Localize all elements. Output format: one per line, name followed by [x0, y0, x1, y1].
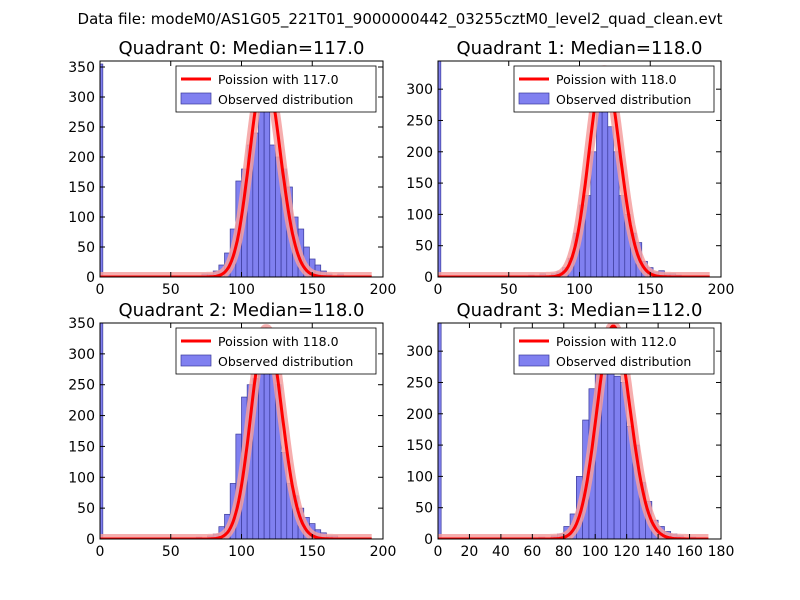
y-tick-label: 200	[406, 407, 433, 423]
histogram-bar	[596, 107, 603, 277]
legend-label-observed: Observed distribution	[218, 92, 353, 107]
y-tick-label: 250	[68, 378, 95, 394]
histogram-bar	[100, 323, 104, 539]
x-tick-label: 0	[96, 544, 105, 560]
y-tick-label: 200	[406, 145, 433, 161]
legend: Poission with 118.0 Observed distribution	[175, 327, 377, 375]
y-tick-label: 150	[406, 176, 433, 192]
y-tick-label: 300	[406, 82, 433, 98]
x-tick-label: 40	[492, 544, 510, 560]
y-tick-label: 0	[424, 270, 433, 286]
x-tick-label: 100	[228, 282, 255, 298]
histogram-bar	[100, 63, 104, 277]
x-tick-label: 120	[613, 544, 640, 560]
x-tick-label: 0	[434, 544, 443, 560]
y-tick-label: 100	[68, 470, 95, 486]
y-tick-label: 250	[406, 375, 433, 391]
y-tick-label: 100	[406, 207, 433, 223]
y-tick-label: 350	[68, 60, 95, 76]
quadrant-panel-0: Quadrant 0: Median=117.0 0 50 100 150 200 0 50 1…	[68, 38, 396, 298]
legend-label-poisson: Poission with 118.0	[218, 334, 339, 349]
x-tick-label: 100	[228, 544, 255, 560]
legend-label-observed: Observed distribution	[556, 92, 691, 107]
histogram-bar	[438, 61, 442, 277]
x-tick-label: 60	[523, 544, 541, 560]
y-tick-label: 200	[68, 150, 95, 166]
y-tick-label: 300	[68, 347, 95, 363]
legend-label-observed: Observed distribution	[218, 354, 353, 369]
plot-area	[438, 323, 712, 539]
x-tick-label: 80	[555, 544, 573, 560]
x-tick-label: 150	[637, 282, 664, 298]
axes-frame	[437, 322, 722, 540]
y-tick-label: 150	[68, 439, 95, 455]
plot-area	[100, 63, 376, 277]
y-tick-label: 250	[68, 120, 95, 136]
histogram-bar	[269, 372, 276, 539]
histogram-bar	[438, 323, 442, 539]
legend-label-poisson: Poission with 118.0	[556, 72, 677, 87]
y-tick-label: 150	[406, 438, 433, 454]
y-tick-label: 50	[77, 501, 95, 517]
quadrant-panel-2: Quadrant 2: Median=118.0 0 50 100 150 200 0 50 1…	[68, 300, 396, 560]
legend-label-poisson: Poission with 112.0	[556, 334, 677, 349]
x-tick-label: 150	[299, 544, 326, 560]
x-tick-label: 200	[708, 282, 735, 298]
legend-label-observed: Observed distribution	[556, 354, 691, 369]
x-tick-label: 150	[299, 282, 326, 298]
x-tick-label: 20	[461, 544, 479, 560]
legend-bar-swatch	[518, 92, 550, 105]
y-tick-label: 250	[406, 113, 433, 129]
figure-suptitle: Data file: modeM0/AS1G05_221T01_90000004…	[78, 10, 723, 29]
y-tick-label: 0	[86, 270, 95, 286]
y-tick-label: 0	[86, 532, 95, 548]
x-tick-label: 50	[162, 544, 180, 560]
histogram-bar	[613, 375, 621, 539]
legend-box	[513, 327, 715, 375]
y-tick-label: 150	[68, 180, 95, 196]
x-tick-label: 100	[582, 544, 609, 560]
x-tick-label: 0	[434, 282, 443, 298]
y-tick-label: 300	[68, 90, 95, 106]
legend-bar-swatch	[518, 354, 550, 367]
histogram-bar	[258, 96, 265, 277]
y-tick-label: 200	[68, 409, 95, 425]
x-tick-label: 50	[500, 282, 518, 298]
x-tick-label: 0	[96, 282, 105, 298]
y-tick-label: 0	[424, 532, 433, 548]
y-tick-label: 50	[415, 239, 433, 255]
x-tick-label: 180	[708, 544, 735, 560]
x-tick-label: 140	[645, 544, 672, 560]
panel-title: Quadrant 1: Median=118.0	[457, 38, 703, 59]
y-tick-label: 350	[68, 316, 95, 332]
y-tick-label: 100	[68, 210, 95, 226]
legend-bar-swatch	[180, 354, 212, 367]
quadrant-panel-3: Quadrant 3: Median=112.00 20 40 60 80 100 120 1…	[406, 300, 734, 560]
histogram-bar	[607, 126, 614, 277]
legend-bar-swatch	[180, 92, 212, 105]
poisson-curve	[438, 324, 709, 539]
panel-title: Quadrant 2: Median=118.0	[119, 300, 365, 321]
x-tick-label: 160	[676, 544, 703, 560]
histogram-bar	[269, 144, 276, 277]
x-tick-label: 200	[370, 282, 397, 298]
y-tick-label: 100	[406, 469, 433, 485]
legend-label-poisson: Poission with 117.0	[218, 72, 339, 87]
panel-title: Quadrant 3: Median=112.0	[457, 300, 703, 321]
legend: Poission with 112.0 Observed distribution	[513, 327, 715, 375]
legend: Poission with 118.0 Observed distribution	[513, 65, 715, 113]
panel-title: Quadrant 0: Median=117.0	[119, 38, 365, 59]
y-tick-label: 50	[77, 240, 95, 256]
x-tick-label: 100	[566, 282, 593, 298]
x-tick-label: 50	[162, 282, 180, 298]
quadrant-panel-1: Quadrant 1: Median=118.0 0 50 100 150 200 0 50 1…	[406, 38, 734, 298]
legend: Poission with 117.0 Observed distribution	[175, 65, 377, 113]
x-tick-label: 200	[370, 544, 397, 560]
y-tick-label: 300	[406, 344, 433, 360]
y-tick-label: 50	[415, 501, 433, 517]
